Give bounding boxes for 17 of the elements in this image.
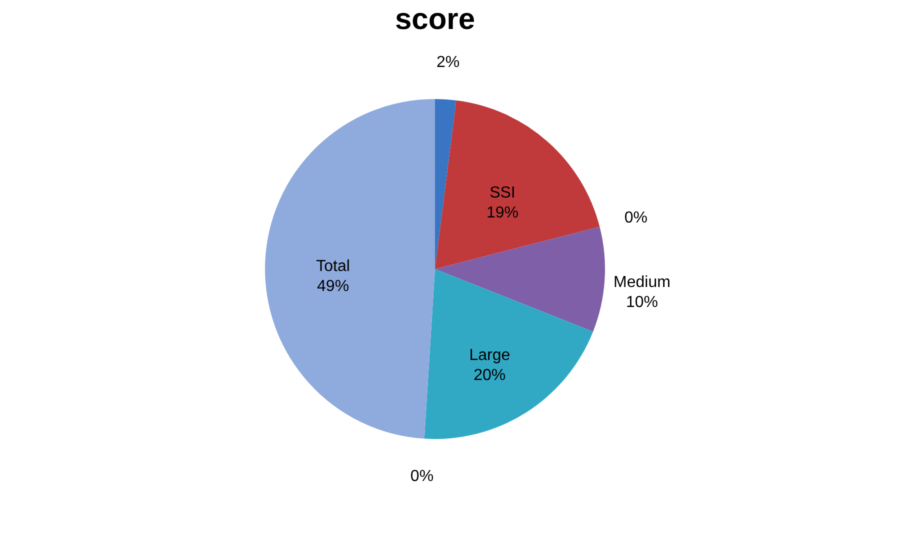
data-label: 10% [626, 294, 658, 312]
pie-slice [265, 99, 435, 439]
data-label: 2% [436, 54, 460, 72]
pie-slice [435, 99, 456, 269]
data-label: 19% [486, 204, 518, 222]
data-label: 49% [317, 278, 350, 295]
text: 0% [624, 209, 648, 226]
slice-label: Total [316, 258, 350, 275]
pie-slice [424, 269, 594, 439]
pie-slice [435, 100, 600, 269]
data-label: 20% [474, 367, 506, 384]
slice-label: Medium [614, 274, 670, 292]
slice-label: Large [469, 347, 510, 364]
pie-slice [435, 226, 605, 332]
slice-label: SSI [490, 184, 516, 202]
chart-title: score [394, 3, 476, 36]
text: 0% [410, 468, 434, 485]
